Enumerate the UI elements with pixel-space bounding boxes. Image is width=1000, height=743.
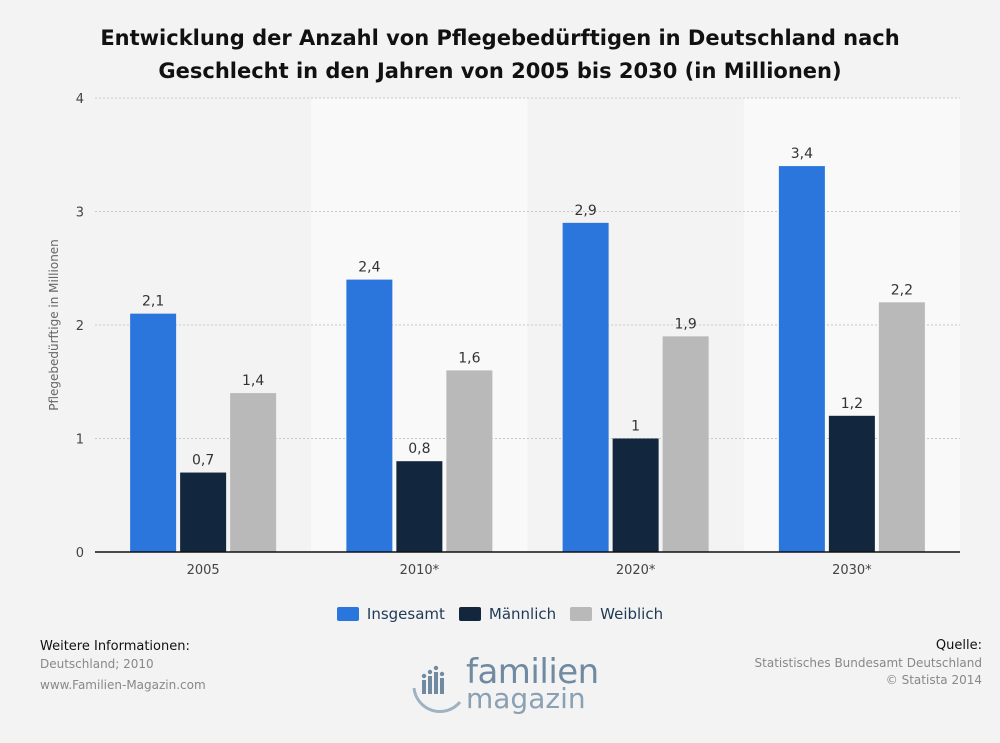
chart-title-line-1: Entwicklung der Anzahl von Pflegebedürft… [100,26,900,50]
x-tick-label: 2020* [616,563,656,578]
legend-label-insgesamt: Insgesamt [366,605,445,623]
bar-insgesamt-1 [346,279,393,552]
legend-item-insgesamt[interactable]: Insgesamt [336,605,445,623]
y-tick-label: 0 [76,546,84,561]
legend-item-weiblich[interactable]: Weiblich [570,605,663,623]
legend-swatch-maennlich [458,607,481,621]
data-label: 2,4 [358,260,380,276]
chart-title-line-2: Geschlecht in den Jahren von 2005 bis 20… [158,59,842,83]
info-region-year: Deutschland; 2010 [40,657,154,671]
y-tick-label: 2 [76,319,84,334]
bar-chart: 0 1 2 3 4 Pflegebedürftige in Millionen 2,1 0,7… [47,92,960,578]
legend-swatch-weiblich [570,607,593,621]
legend-swatch-insgesamt [336,607,359,621]
x-tick-label: 2030* [832,563,872,578]
chart-legend: Insgesamt Männlich Weiblich [0,605,1000,623]
data-label: 1,4 [242,373,264,389]
bar-männlich-1 [396,461,443,552]
source-info: Quelle: Statistisches Bundesamt Deutschl… [755,637,982,689]
bar-männlich-3 [828,415,875,552]
bar-weiblich-1 [446,370,493,552]
data-label: 1 [631,419,640,435]
further-info: Weitere Informationen: Deutschland; 2010… [40,637,206,695]
info-heading: Weitere Informationen: [40,639,190,654]
logo-bars-icon [412,665,462,713]
data-label: 2,9 [574,203,596,219]
logo-text-familien: familien [466,652,599,692]
source-heading: Quelle: [935,638,982,653]
bar-weiblich-2 [662,336,709,552]
x-tick-label: 2010* [400,563,440,578]
bar-insgesamt-0 [130,313,177,552]
y-tick-label: 1 [76,433,84,448]
bar-insgesamt-2 [562,222,609,552]
bar-männlich-0 [180,472,227,552]
copyright-text: © Statista 2014 [885,673,982,687]
bar-weiblich-3 [878,302,925,552]
bar-männlich-2 [612,438,659,552]
data-label: 0,7 [192,453,214,469]
familien-magazin-logo: familien magazin [408,652,599,718]
legend-item-maennlich[interactable]: Männlich [458,605,557,623]
y-tick-label: 4 [76,92,84,107]
y-axis-label: Pflegebedürftige in Millionen [47,239,61,411]
data-label: 2,1 [142,294,164,310]
data-label: 0,8 [408,441,430,457]
data-label: 3,4 [791,146,813,162]
source-name: Statistisches Bundesamt Deutschland [754,656,982,670]
bar-weiblich-0 [230,393,277,552]
info-website-link[interactable]: www.Familien-Magazin.com [40,678,206,692]
data-label: 1,9 [674,316,696,332]
logo-text-magazin: magazin [466,682,586,715]
legend-label-maennlich: Männlich [488,605,557,623]
data-label: 1,6 [458,350,480,366]
chart-title: Entwicklung der Anzahl von Pflegebedürft… [0,22,1000,88]
data-label: 2,2 [891,282,913,298]
legend-label-weiblich: Weiblich [600,605,664,623]
data-label: 1,2 [841,396,863,412]
x-tick-label: 2005 [187,563,220,578]
y-tick-label: 3 [76,206,84,221]
bar-insgesamt-3 [778,166,825,552]
